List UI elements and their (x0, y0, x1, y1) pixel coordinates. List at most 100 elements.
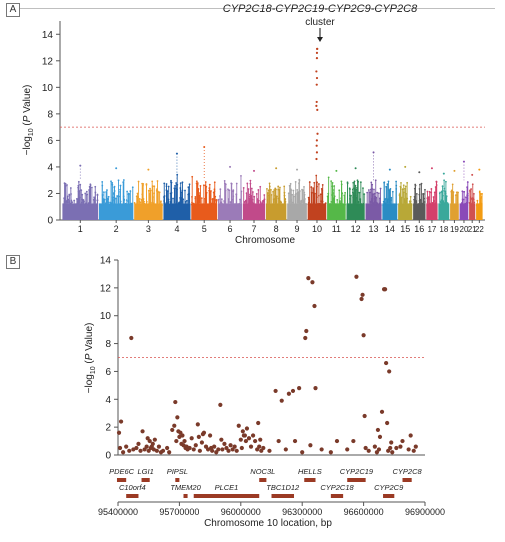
cluster-snp-point (316, 108, 319, 111)
snp-point (306, 276, 311, 281)
chromosome-label: 22 (475, 225, 484, 234)
gene-label: TMEM20 (170, 483, 201, 492)
snp-point (385, 420, 390, 426)
chromosome-peak-point (418, 171, 421, 174)
snp-point (360, 292, 365, 297)
snp-point (389, 440, 394, 445)
chromosome-label: 2 (114, 224, 119, 234)
snp-point (173, 399, 178, 405)
snp-point (220, 447, 225, 452)
snp-point (283, 447, 288, 452)
cluster-snp-point (315, 70, 318, 73)
snp-point (243, 438, 249, 444)
b-y-axis-title: −log10 (P Value) (84, 323, 97, 394)
b-y-tick-label: 2 (105, 423, 111, 434)
snp-point (213, 203, 216, 205)
snp-point (236, 423, 241, 428)
chromosome-label: 18 (439, 225, 448, 234)
gene-label: CYP2C8 (392, 467, 422, 476)
chromosome-peak-point (253, 169, 256, 172)
snp-point (248, 444, 254, 449)
chromosome-peak-point (442, 172, 445, 175)
chromosome-label: 20 (460, 225, 469, 234)
y-tick-label: 4 (47, 162, 53, 173)
chromosome-peak-point (147, 168, 150, 171)
chromosome-peak-point (471, 173, 474, 176)
snp-point (199, 440, 205, 445)
snp-point (216, 447, 221, 452)
snp-point (286, 391, 291, 396)
snp-point (117, 445, 123, 451)
snp-point (304, 328, 309, 334)
b-y-tick-label: 6 (105, 367, 111, 378)
snp-point (257, 444, 262, 449)
gene-bar (126, 494, 139, 498)
chromosome-block (438, 203, 450, 220)
panel-b-label: B (6, 255, 20, 269)
y-tick-label: 14 (42, 30, 54, 41)
snp-point (363, 445, 368, 451)
snp-point (226, 448, 231, 453)
snp-point (154, 448, 159, 453)
chromosome-peak-point (388, 168, 391, 171)
snp-point (234, 448, 239, 453)
snp-point (250, 433, 256, 438)
gene-bar (271, 494, 295, 498)
gene-bar (116, 478, 127, 482)
gene-label: C10orf4 (119, 483, 146, 492)
chromosome-block (217, 203, 243, 220)
snp-point (197, 448, 202, 453)
snp-point (127, 448, 132, 453)
snp-point (300, 450, 305, 455)
chromosome-label: 8 (274, 224, 279, 234)
gene-bar (175, 478, 180, 482)
snp-point (160, 448, 166, 453)
gene-bar (193, 494, 260, 498)
cluster-snp-point (315, 151, 319, 154)
chromosome-block (365, 203, 382, 220)
snp-point (156, 444, 162, 449)
snp-point (292, 438, 298, 444)
chromosome-peak-point (453, 169, 456, 172)
snp-point (124, 444, 129, 449)
snp-point (377, 434, 383, 439)
snp-point (189, 436, 194, 441)
chromosome-peak-point (229, 165, 232, 168)
chromosome-block (346, 203, 365, 220)
snp-point (144, 444, 149, 449)
snp-point (334, 438, 340, 444)
y-axis-title-prefix: −log (22, 136, 33, 155)
x-axis-title: Chromosome (235, 235, 295, 246)
snp-point (464, 202, 467, 205)
chromosome-label: 19 (450, 225, 459, 234)
snp-point (418, 202, 421, 205)
snp-point (118, 419, 124, 424)
chromosome-label: 4 (174, 224, 179, 234)
snp-point (359, 296, 364, 302)
chromosome-peak-point (354, 167, 357, 170)
manhattan-plot: CYP2C18-CYP2C19-CYP2C9-CYP2C8 cluster 0 2… (20, 3, 495, 246)
snp-point (191, 447, 196, 452)
y-tick-label: 6 (47, 136, 53, 147)
gene-bar (347, 478, 366, 482)
chromosome-label: 15 (400, 224, 410, 234)
gene-label: PDE6C (109, 467, 135, 476)
chromosome-label: 16 (414, 224, 424, 234)
snp-point (218, 402, 223, 407)
snp-point (138, 448, 143, 453)
cluster-gene-label: CYP2C18-CYP2C19-CYP2C9-CYP2C8 (223, 3, 418, 15)
snp-point (375, 427, 381, 433)
snp-point (172, 423, 177, 428)
b-y-axis-title-prefix: −log (84, 374, 95, 393)
chromosome-peak-point (275, 167, 278, 170)
cluster-snp-point (315, 57, 319, 60)
chromosome-block (382, 203, 398, 220)
snp-point (167, 450, 172, 455)
chromosome-block (99, 203, 134, 220)
chromosome-block (287, 203, 307, 220)
snp-point (195, 422, 200, 427)
chromosome-block (476, 203, 483, 220)
snp-point (384, 360, 389, 366)
snp-point (290, 388, 296, 394)
snp-point (372, 444, 377, 449)
